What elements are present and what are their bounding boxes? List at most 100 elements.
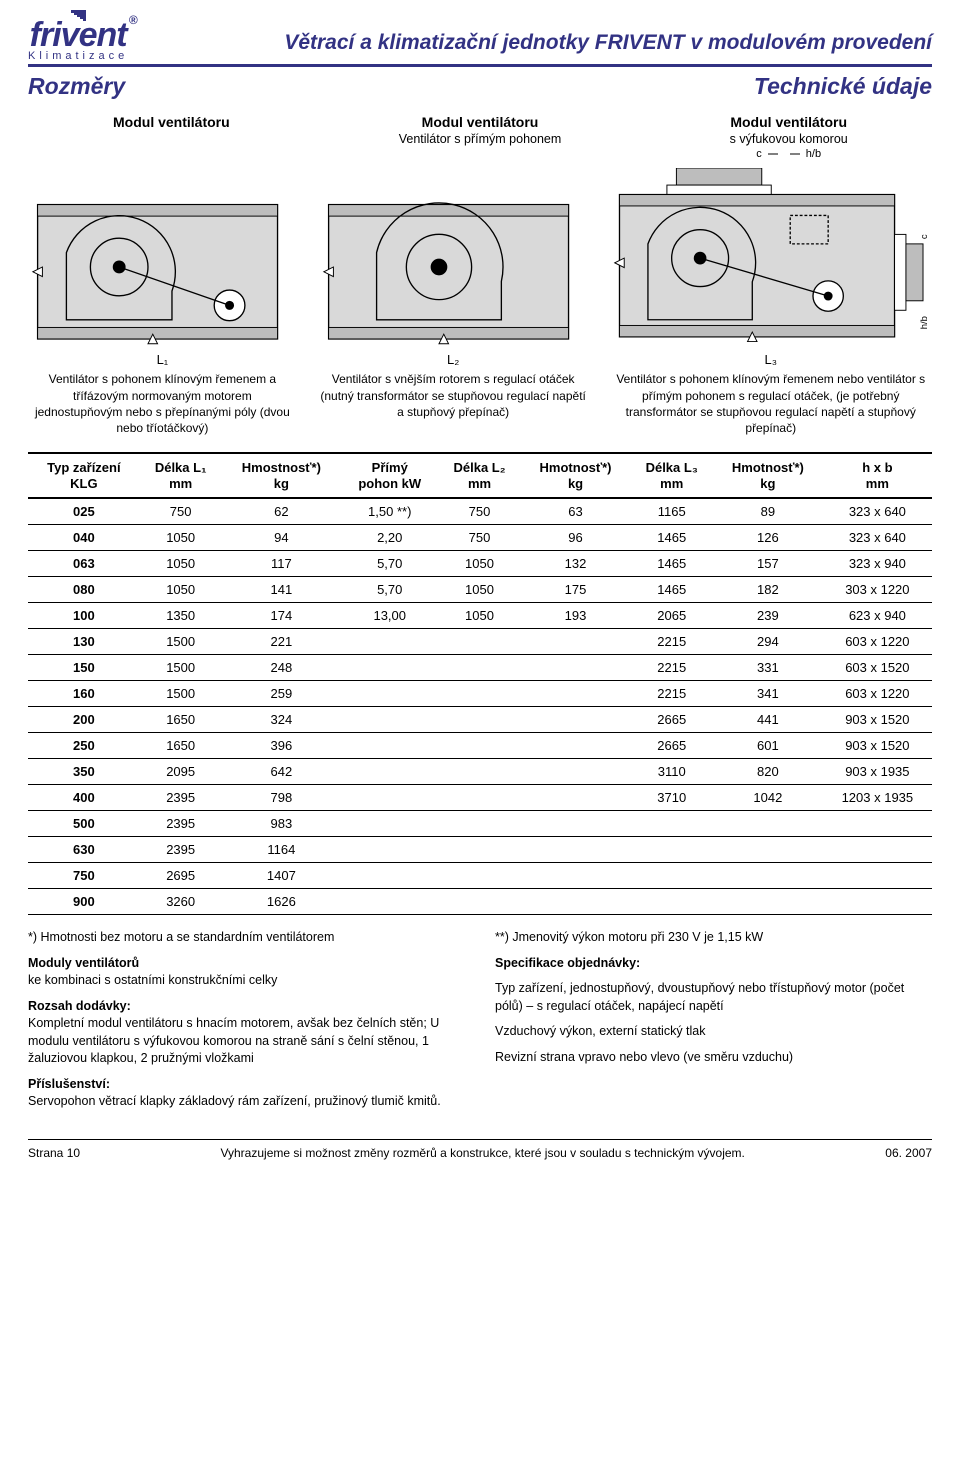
table-cell: 323 x 640: [823, 525, 932, 551]
table-cell: [521, 837, 631, 863]
table-cell: [341, 681, 438, 707]
table-cell: 903 x 1935: [823, 759, 932, 785]
table-row: 100135017413,0010501932065239623 x 940: [28, 603, 932, 629]
diagram-3: h/b c: [610, 168, 933, 348]
table-cell: 750: [28, 863, 140, 889]
notes-left: *) Hmotnosti bez motoru a se standardním…: [28, 929, 465, 1119]
table-cell: 603 x 1220: [823, 629, 932, 655]
table-cell: 900: [28, 889, 140, 915]
table-cell: 983: [222, 811, 342, 837]
table-cell: 400: [28, 785, 140, 811]
table-cell: [713, 837, 823, 863]
table-cell: 2215: [630, 681, 713, 707]
notes-section: *) Hmotnosti bez motoru a se standardním…: [28, 929, 932, 1119]
table-cell: [341, 733, 438, 759]
diagram-row: h/b c: [28, 168, 932, 348]
table-cell: 1203 x 1935: [823, 785, 932, 811]
description-row: Ventilátor s pohonem klínovým řemenem a …: [28, 371, 932, 436]
table-cell: 2065: [630, 603, 713, 629]
table-row: 13015002212215294603 x 1220: [28, 629, 932, 655]
table-cell: 141: [222, 577, 342, 603]
table-cell: [630, 811, 713, 837]
table-row: 75026951407: [28, 863, 932, 889]
table-row: 08010501415,7010501751465182303 x 1220: [28, 577, 932, 603]
brand-logo: frivent® Klimatizace: [28, 10, 128, 61]
table-cell: 1650: [140, 733, 222, 759]
table-cell: 1465: [630, 551, 713, 577]
table-row: 4002395798371010421203 x 1935: [28, 785, 932, 811]
note-p2: Kompletní modul ventilátoru s hnacím mot…: [28, 1016, 439, 1065]
table-cell: 080: [28, 577, 140, 603]
table-cell: [521, 733, 631, 759]
fan-diagram-2-icon: [319, 195, 588, 349]
table-cell: 94: [222, 525, 342, 551]
table-cell: [521, 629, 631, 655]
module-1-title: Modul ventilátoru: [28, 114, 315, 130]
table-cell: 2,20: [341, 525, 438, 551]
table-cell: 2395: [140, 811, 222, 837]
table-cell: [341, 785, 438, 811]
note-rh1: Specifikace objednávky:: [495, 956, 640, 970]
table-cell: 62: [222, 498, 342, 525]
table-cell: 126: [713, 525, 823, 551]
table-header: h x b mm: [823, 453, 932, 498]
table-row: 15015002482215331603 x 1520: [28, 655, 932, 681]
table-header: Délka L₃ mm: [630, 453, 713, 498]
table-cell: 250: [28, 733, 140, 759]
module-2-title: Modul ventilátoru: [337, 114, 624, 130]
table-cell: 2395: [140, 837, 222, 863]
table-cell: 2395: [140, 785, 222, 811]
table-cell: [438, 837, 520, 863]
subtitle-row: Rozměry Technické údaje: [28, 73, 932, 100]
table-cell: 1165: [630, 498, 713, 525]
brand-name: frivent: [30, 16, 127, 54]
table-cell: 2215: [630, 655, 713, 681]
table-row: 63023951164: [28, 837, 932, 863]
table-cell: 630: [28, 837, 140, 863]
desc-2: Ventilátor s vnějším rotorem s regulací …: [319, 371, 588, 436]
table-cell: 1050: [140, 525, 222, 551]
table-cell: 1050: [438, 551, 520, 577]
l1-label: L₁: [28, 352, 297, 367]
table-cell: 750: [438, 525, 520, 551]
table-cell: 396: [222, 733, 342, 759]
table-cell: 903 x 1520: [823, 707, 932, 733]
table-cell: [341, 629, 438, 655]
table-header: Hmotnosť*) kg: [713, 453, 823, 498]
table-cell: 2695: [140, 863, 222, 889]
table-cell: 174: [222, 603, 342, 629]
table-cell: [521, 655, 631, 681]
table-cell: 1,50 **): [341, 498, 438, 525]
table-cell: 2665: [630, 733, 713, 759]
table-cell: 331: [713, 655, 823, 681]
desc-1: Ventilátor s pohonem klínovým řemenem a …: [28, 371, 297, 436]
table-cell: 294: [713, 629, 823, 655]
table-cell: 323 x 640: [823, 498, 932, 525]
table-cell: [521, 811, 631, 837]
table-cell: 13,00: [341, 603, 438, 629]
table-cell: [823, 863, 932, 889]
table-cell: 150: [28, 655, 140, 681]
footer-center: Vyhrazujeme si možnost změny rozměrů a k…: [220, 1146, 744, 1160]
page-title: Větrací a klimatizační jednotky FRIVENT …: [138, 31, 932, 61]
table-cell: 130: [28, 629, 140, 655]
table-cell: 323 x 940: [823, 551, 932, 577]
table-cell: 903 x 1520: [823, 733, 932, 759]
fan-diagram-3-icon: h/b c: [610, 168, 933, 348]
module-3-title: Modul ventilátoru: [645, 114, 932, 130]
module-col-3: Modul ventilátoru s výfukovou komorou c …: [645, 114, 932, 160]
table-cell: 63: [521, 498, 631, 525]
label-hb: h/b: [806, 148, 821, 160]
table-cell: 820: [713, 759, 823, 785]
table-cell: 5,70: [341, 551, 438, 577]
table-cell: 1500: [140, 629, 222, 655]
header-row: frivent® Klimatizace Větrací a klimatiza…: [28, 10, 932, 61]
table-cell: 2095: [140, 759, 222, 785]
page-footer: Strana 10 Vyhrazujeme si možnost změny r…: [28, 1140, 932, 1170]
data-table: Typ zařízení KLGDélka L₁ mmHmostnosť*) k…: [28, 452, 932, 915]
table-header: Hmostnosť*) kg: [222, 453, 342, 498]
table-cell: 441: [713, 707, 823, 733]
table-cell: [341, 655, 438, 681]
table-cell: [438, 811, 520, 837]
table-cell: 750: [438, 498, 520, 525]
